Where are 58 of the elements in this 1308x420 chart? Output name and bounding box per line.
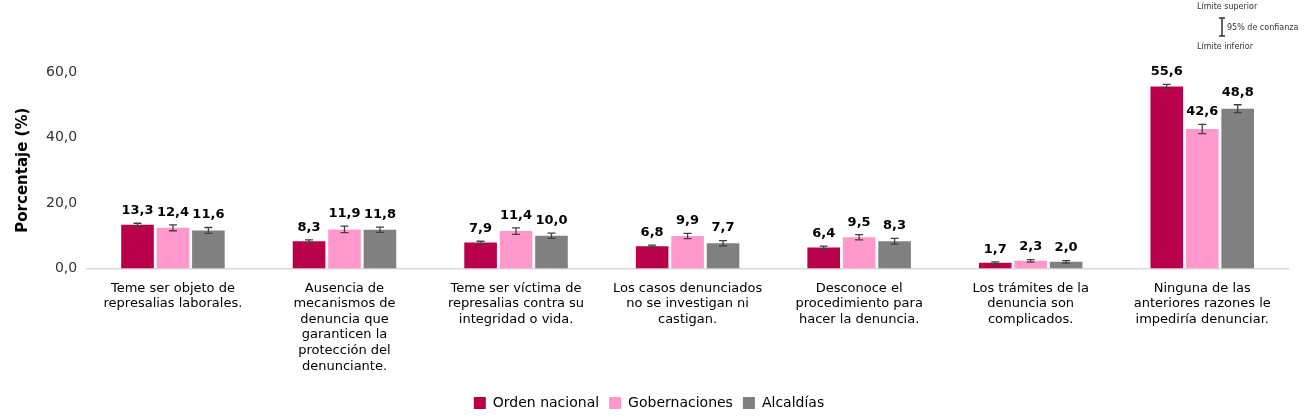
bar <box>1150 86 1184 269</box>
bar <box>156 227 190 269</box>
data-label: 6,4 <box>812 225 836 241</box>
text: 95% de confianza <box>1227 23 1299 32</box>
data-label: 9,9 <box>676 212 700 228</box>
x-tick-label: Los casos denunciados no se investigan ni castigan. <box>612 279 763 326</box>
bar <box>363 229 397 269</box>
bar <box>1014 260 1047 269</box>
data-label: 7,9 <box>469 220 493 236</box>
data-label: 6,8 <box>640 224 664 240</box>
data-label: 2,3 <box>1019 238 1043 254</box>
data-label: 48,8 <box>1221 83 1254 99</box>
x-tick-label: Teme ser víctima de represalias contra su integridad o vida. <box>447 279 585 326</box>
data-label: 10,0 <box>535 211 568 227</box>
data-label: 2,0 <box>1054 239 1078 255</box>
data-label: 11,4 <box>500 206 533 222</box>
y-axis-title: Porcentaje (%) <box>12 107 31 233</box>
bar <box>1185 128 1219 269</box>
data-label: 42,6 <box>1186 103 1219 119</box>
bar <box>292 241 326 269</box>
bar <box>807 247 840 269</box>
data-label: 12,4 <box>156 203 189 219</box>
bar <box>328 229 361 269</box>
data-label: 11,9 <box>328 205 361 221</box>
x-tick-label: Ausencia de mecanismos de denuncia que garanticen la protección del denunciante. <box>293 279 396 373</box>
data-label: 55,6 <box>1150 63 1183 79</box>
data-label: 13,3 <box>121 202 154 218</box>
bar <box>878 241 911 269</box>
data-label: 11,6 <box>192 206 225 222</box>
y-tick-label: 20,0 <box>46 193 78 210</box>
x-tick-label: Desconoce el procedimiento para hacer la denuncia. <box>795 279 923 326</box>
bar <box>842 237 876 269</box>
legend-label: Orden nacional <box>492 393 600 410</box>
x-tick-label: Ninguna de las anteriores razones le impediría denunciar. <box>1133 279 1271 326</box>
bar <box>121 224 154 269</box>
text: Límite superior <box>1197 2 1258 11</box>
bar <box>192 230 225 269</box>
legend-label: Alcaldías <box>761 393 825 410</box>
text: Límite inferior <box>1197 42 1254 51</box>
data-label: 8,3 <box>883 217 907 233</box>
data-label: 1,7 <box>983 240 1007 256</box>
bar <box>1221 108 1254 269</box>
legend-label: Gobernaciones <box>628 393 733 410</box>
y-tick-label: 40,0 <box>46 128 78 145</box>
data-label: 7,7 <box>711 219 735 235</box>
y-tick-label: 0,0 <box>54 259 78 276</box>
data-label: 8,3 <box>297 218 321 234</box>
bar <box>464 242 497 269</box>
x-tick-label: Teme ser objeto de represalias laborales. <box>103 279 243 311</box>
data-label: 11,8 <box>363 206 396 222</box>
y-tick-label: 60,0 <box>46 62 78 79</box>
bar <box>499 231 533 269</box>
x-tick-label: Los trámites de la denuncia son complicados. <box>972 279 1089 326</box>
bar <box>706 243 740 269</box>
bar <box>535 235 568 269</box>
data-label: 9,5 <box>847 213 871 229</box>
bar <box>635 246 669 269</box>
bar <box>671 235 704 269</box>
